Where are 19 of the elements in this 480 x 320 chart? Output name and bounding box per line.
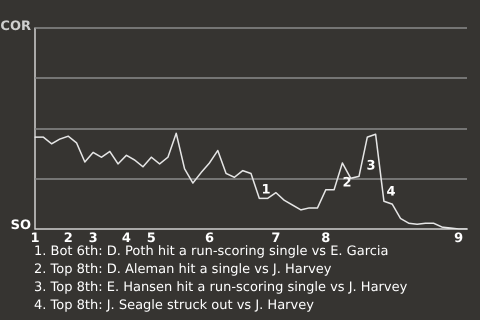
annotation: 2 bbox=[342, 176, 352, 190]
x-tick-label: 6 bbox=[204, 231, 214, 246]
x-tick-label: 8 bbox=[321, 231, 330, 246]
text: COR bbox=[0, 19, 32, 34]
x-tick-label: 9 bbox=[454, 231, 464, 246]
annotation: 4 bbox=[386, 184, 396, 200]
x-tick-label: 4 bbox=[122, 231, 131, 246]
text: 2. Top 8th: D. Aleman hit a single vs J. Harvey bbox=[34, 262, 332, 277]
x-tick-label: 5 bbox=[146, 231, 156, 246]
annotation: 1 bbox=[261, 182, 271, 198]
text: 3. Top 8th: E. Hansen hit a run-scoring single vs J. Harvey bbox=[34, 280, 408, 295]
x-tick-label: 1 bbox=[30, 231, 40, 246]
text: 4. Top 8th: J. Seagle struck out vs J. Harvey bbox=[34, 298, 314, 313]
annotation: 3 bbox=[366, 158, 376, 174]
x-tick-label: 2 bbox=[64, 231, 73, 246]
text: 1. Bot 6th: D. Poth hit a run-scoring single vs E. Garcia bbox=[34, 244, 388, 259]
text: SO bbox=[10, 218, 32, 233]
x-tick-label: 3 bbox=[88, 231, 98, 246]
x-tick-label: 7 bbox=[271, 231, 280, 246]
